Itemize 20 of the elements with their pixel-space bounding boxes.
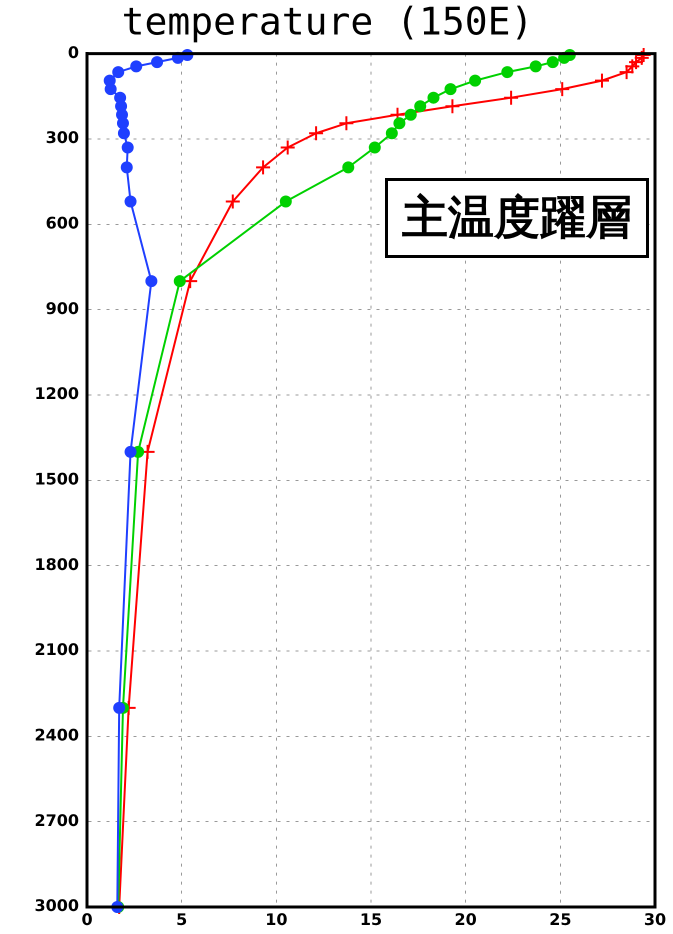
y-tick-label: 300 [46,128,79,148]
y-tick-label: 1800 [34,554,79,574]
y-tick-label: 2400 [34,725,79,744]
y-tick-label: 3000 [34,896,79,916]
y-tick-label: 900 [46,298,79,318]
y-tick-label: 1200 [34,384,79,404]
chart-title: temperature (150E) [122,0,534,44]
x-tick-label: 10 [265,910,288,929]
y-tick-label: 1500 [34,469,79,488]
y-tick-label: 2100 [34,640,79,660]
x-tick-label: 30 [644,910,666,929]
x-tick-label: 25 [549,910,572,929]
y-tick-label: 0 [68,42,79,62]
y-tick-label: 2700 [34,810,79,830]
x-tick-label: 0 [81,910,93,929]
x-tick-label: 20 [454,910,477,929]
annotation: 主温度躍層 [385,178,649,258]
x-tick-label: 15 [360,910,382,929]
y-tick-label: 600 [46,213,79,232]
x-tick-label: 5 [176,910,188,929]
